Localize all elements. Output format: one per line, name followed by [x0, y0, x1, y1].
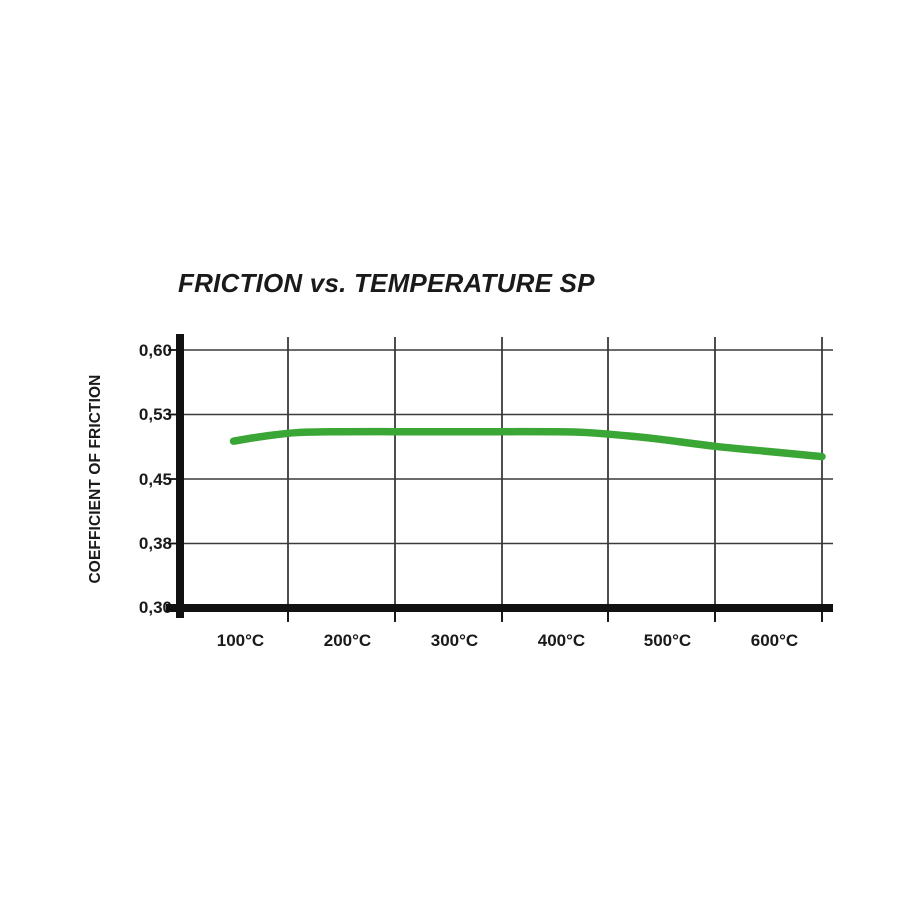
x-tick-label-3: 400°C — [537, 631, 586, 650]
x-tick-label-0: 100°C — [216, 631, 265, 650]
vertical-gridlines — [287, 337, 823, 621]
y-tick-label-2: 0,45 — [138, 470, 172, 489]
chart-title: FRICTION vs. TEMPERATURE SP — [178, 268, 595, 298]
x-tick-label-2: 300°C — [430, 631, 479, 650]
x-tick-label-4: 500°C — [643, 631, 692, 650]
x-tick-label-1: 200°C — [323, 631, 372, 650]
y-tick-label-0: 0,60 — [138, 341, 172, 360]
y-tick-label-1: 0,53 — [138, 405, 172, 424]
x-tick-label-5: 600°C — [750, 631, 799, 650]
horizontal-gridlines — [176, 349, 833, 545]
series-line-sp — [229, 427, 826, 461]
y-tick-label-4: 0,30 — [138, 598, 172, 617]
y-tick-label-3: 0,38 — [138, 534, 172, 553]
